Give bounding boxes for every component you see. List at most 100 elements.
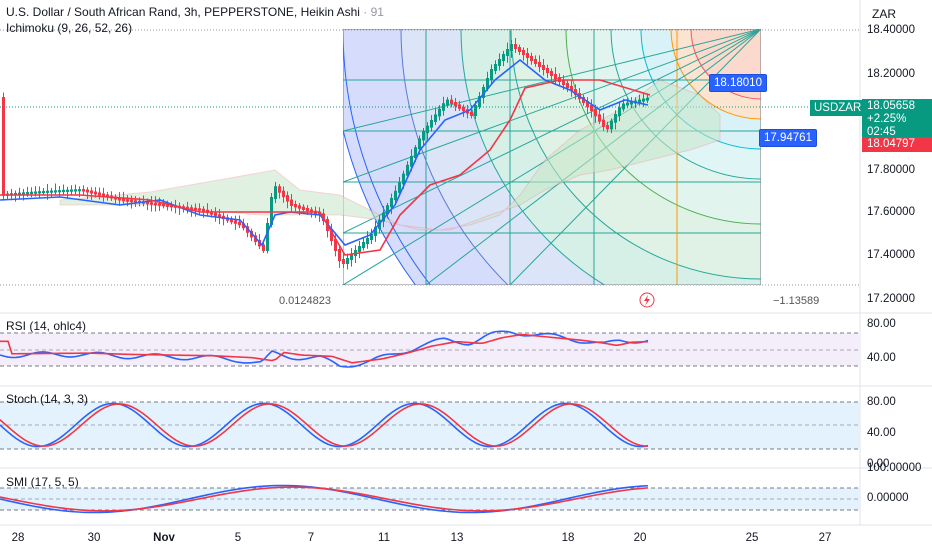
candle	[310, 209, 313, 213]
candle	[278, 186, 281, 193]
time-axis-label: 27	[818, 532, 832, 544]
price-axis-label: 17.80000	[867, 164, 915, 176]
chart-title-text: U.S. Dollar / South African Rand, 3h, PE…	[6, 5, 360, 19]
candle	[498, 59, 501, 66]
candle	[22, 192, 25, 195]
candle	[282, 190, 285, 198]
smi-level-100: 100.00000	[867, 462, 922, 474]
ask-price-tag: 18.04797	[862, 137, 932, 152]
candle	[590, 105, 593, 111]
candle	[318, 212, 321, 216]
candle	[506, 49, 509, 56]
candle	[90, 190, 93, 194]
candle	[194, 207, 197, 211]
candle	[490, 69, 493, 80]
candle	[134, 200, 137, 203]
ichimoku-legend[interactable]: Ichimoku (9, 26, 52, 26)	[6, 21, 133, 35]
candle	[50, 190, 53, 193]
stoch-level-0: 0.00	[867, 458, 890, 470]
candle	[586, 101, 589, 107]
rsi-level-80: 80.00	[867, 318, 896, 330]
candle	[2, 97, 5, 196]
candle	[418, 138, 421, 150]
candle	[638, 99, 641, 103]
candle	[286, 195, 289, 202]
candle	[126, 199, 129, 202]
candle	[526, 53, 529, 58]
candle	[58, 190, 61, 193]
time-axis-label: 18	[561, 532, 575, 544]
time-axis-label: Nov	[153, 532, 175, 544]
smi-label[interactable]: SMI (17, 5, 5)	[6, 475, 79, 489]
time-axis-label: 13	[450, 532, 464, 544]
rsi-label[interactable]: RSI (14, ohlc4)	[6, 319, 87, 333]
candle	[162, 203, 165, 207]
stoch-pane[interactable]	[0, 401, 860, 450]
currency-label[interactable]: ZAR	[872, 7, 896, 21]
candle	[150, 202, 153, 205]
candle	[130, 199, 133, 203]
candlestick-series	[2, 37, 649, 270]
chart-title-suffix: 91	[370, 5, 384, 19]
candle	[262, 244, 265, 251]
candle	[482, 87, 485, 98]
candle	[566, 83, 569, 88]
candle	[42, 190, 45, 194]
candle	[514, 44, 517, 49]
rsi-pane[interactable]	[0, 330, 860, 368]
price-change: +2.25%	[867, 113, 907, 125]
time-axis-label: 7	[307, 532, 315, 544]
candle	[630, 101, 633, 105]
candle	[462, 106, 465, 112]
candle	[338, 249, 341, 261]
candle	[154, 202, 157, 206]
fib-lower-label[interactable]: 17.94761	[759, 129, 817, 147]
candle	[202, 208, 205, 212]
candle	[98, 192, 101, 196]
candle	[410, 156, 413, 167]
candle	[486, 78, 489, 89]
candle	[478, 96, 481, 107]
candle	[510, 44, 513, 51]
time-axis-label: 20	[633, 532, 647, 544]
time-axis-label: 28	[11, 532, 25, 544]
bar-countdown: 02:45	[867, 126, 896, 138]
candle	[554, 74, 557, 79]
candle	[26, 192, 29, 195]
symbol-tag[interactable]: USDZAR	[810, 100, 866, 116]
candle	[270, 197, 273, 225]
price-axis-label: 18.40000	[867, 24, 915, 36]
current-price-tag: 18.05658 +2.25% 02:45	[862, 99, 932, 139]
candle	[122, 198, 125, 202]
candle	[426, 125, 429, 134]
candle	[550, 71, 553, 76]
candle	[302, 206, 305, 210]
fib-upper-label[interactable]: 18.18010	[709, 74, 767, 92]
candle	[34, 191, 37, 194]
candle	[518, 47, 521, 52]
time-axis-label: 5	[234, 532, 242, 544]
candle	[422, 131, 425, 141]
rsi-level-40: 40.00	[867, 352, 896, 364]
candle	[214, 212, 217, 217]
candle	[198, 208, 201, 211]
candle	[330, 229, 333, 241]
candle	[394, 190, 397, 200]
stoch-label[interactable]: Stoch (14, 3, 3)	[6, 392, 89, 406]
candle	[598, 114, 601, 122]
candle	[94, 191, 97, 195]
candle	[62, 189, 65, 193]
time-axis-label: 25	[745, 532, 759, 544]
price-axis-label: 17.20000	[867, 293, 915, 305]
smi-pane[interactable]	[0, 484, 860, 514]
lightning-icon[interactable]	[639, 292, 655, 308]
candle	[562, 80, 565, 85]
smi-level-0: 0.00000	[867, 492, 909, 504]
conversion-line	[0, 58, 649, 247]
candle	[626, 102, 629, 106]
price-axis-label: 17.60000	[867, 206, 915, 218]
candle	[622, 103, 625, 110]
candle	[166, 204, 169, 207]
candle	[602, 119, 605, 127]
